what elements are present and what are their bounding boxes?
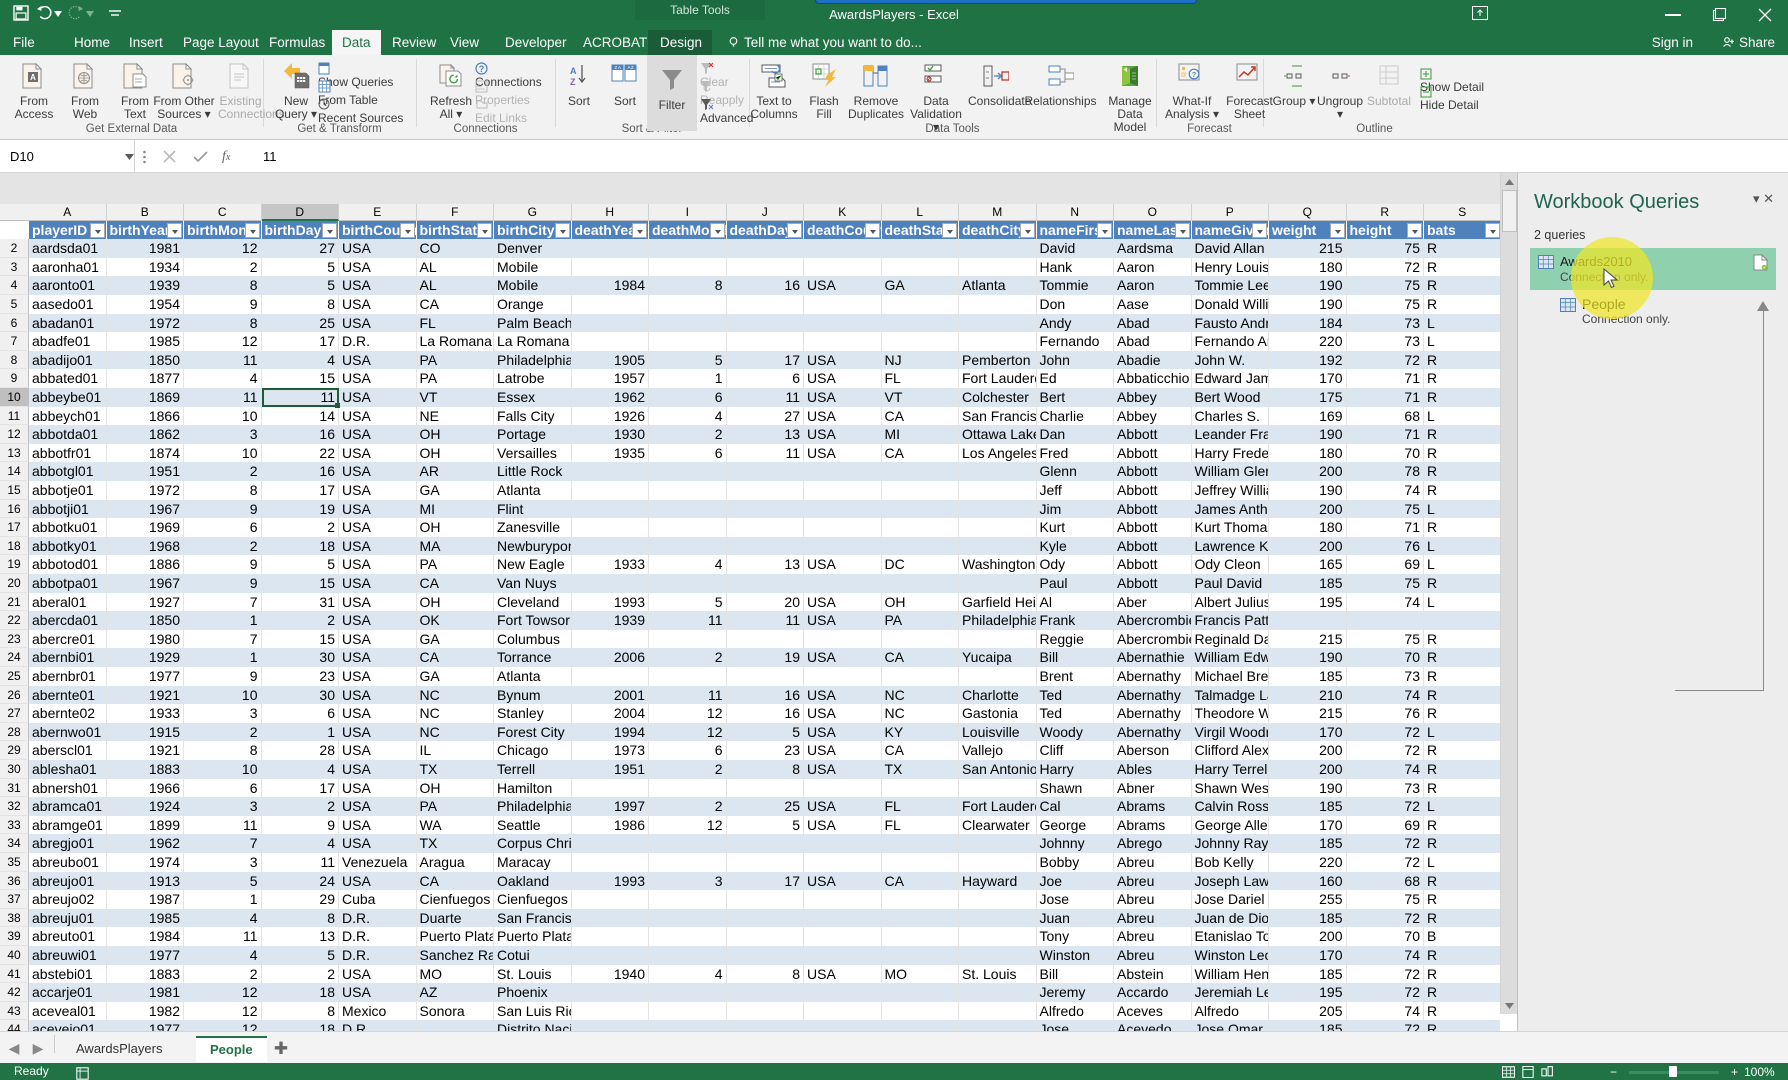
svg-text:A: A	[570, 66, 577, 76]
svg-text:A: A	[618, 65, 621, 70]
svg-text:A: A	[30, 73, 36, 82]
svg-text:?: ?	[1192, 72, 1196, 79]
svg-text:?: ?	[479, 64, 485, 74]
svg-text:Z: Z	[570, 77, 576, 87]
svg-text:Z: Z	[631, 65, 634, 70]
